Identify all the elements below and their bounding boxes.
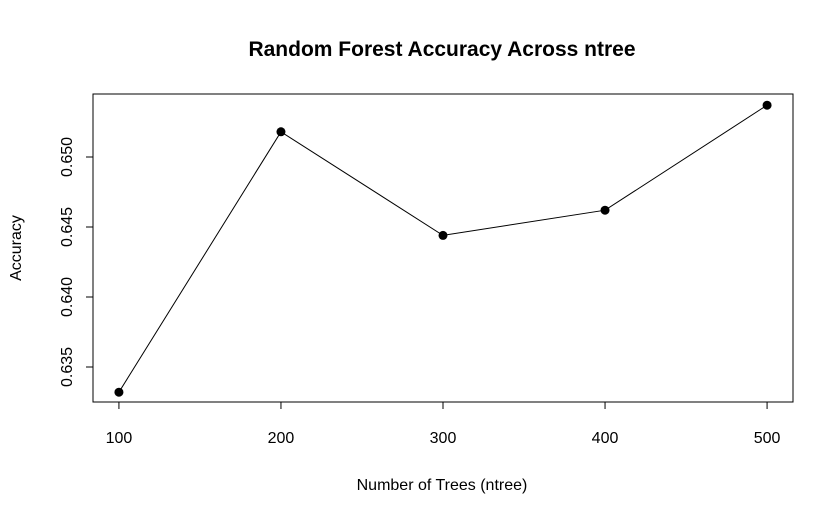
plot-frame — [92, 93, 794, 403]
data-point — [600, 205, 610, 215]
x-tick-label: 200 — [268, 430, 295, 447]
chart-title: Random Forest Accuracy Across ntree — [248, 38, 635, 61]
x-tick-label: 400 — [592, 430, 619, 447]
data-point — [114, 387, 124, 397]
data-point — [276, 127, 286, 137]
x-axis: 100 200 300 400 500 — [106, 401, 781, 447]
data-point — [762, 100, 772, 110]
series-line — [114, 100, 772, 397]
y-axis: 0.635 0.640 0.645 0.650 — [59, 137, 94, 387]
data-point — [438, 230, 448, 240]
y-axis-label: Accuracy — [8, 215, 25, 281]
series-line-path — [118, 104, 768, 393]
x-tick-label: 300 — [430, 430, 457, 447]
y-tick-label: 0.640 — [59, 277, 76, 317]
y-tick-label: 0.635 — [59, 347, 76, 387]
y-tick-label: 0.645 — [59, 207, 76, 247]
y-tick-label: 0.650 — [59, 137, 76, 177]
x-tick-label: 100 — [106, 430, 133, 447]
x-tick-label: 500 — [754, 430, 781, 447]
x-axis-label: Number of Trees (ntree) — [357, 477, 528, 494]
